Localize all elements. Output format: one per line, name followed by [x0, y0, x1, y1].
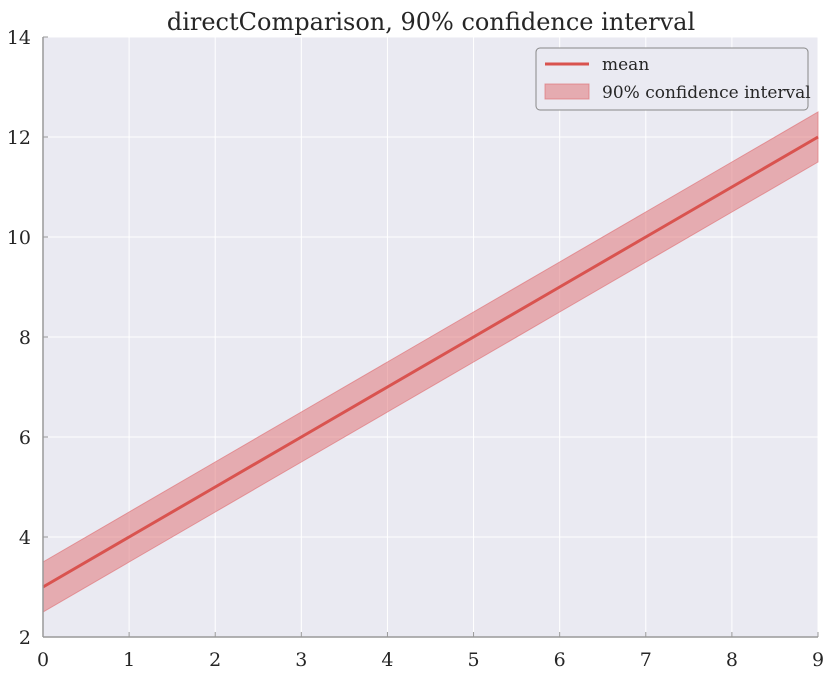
mean-line: [42, 135, 819, 589]
y-tick-label: 2: [19, 627, 31, 649]
x-tick-label: 8: [726, 649, 738, 671]
x-tick-label: 3: [295, 649, 307, 671]
y-tick-label: 6: [19, 427, 31, 449]
x-axis-ticks: 0 1 2 3 4 5 6 7 8 9: [37, 632, 824, 671]
legend-box: [535, 47, 809, 111]
series-lines: [42, 135, 819, 589]
x-tick-label: 4: [381, 649, 393, 671]
legend-ci-label: 90% confidence interval: [602, 83, 811, 103]
y-tick-label: 14: [7, 27, 31, 49]
y-tick-label: 4: [19, 527, 31, 549]
x-tick-label: 2: [209, 649, 221, 671]
x-tick-label: 6: [554, 649, 566, 671]
y-tick-label: 10: [7, 227, 31, 249]
legend-ci-swatch: [544, 83, 590, 100]
legend: mean 90% confidence interval: [535, 47, 811, 111]
x-tick-label: 9: [812, 649, 824, 671]
x-tick-label: 1: [123, 649, 135, 671]
y-axis-ticks: 2 4 6 8 10 12 14: [7, 27, 48, 649]
x-tick-label: 7: [640, 649, 652, 671]
legend-mean-label: mean: [602, 55, 649, 75]
y-tick-label: 12: [7, 127, 31, 149]
x-tick-label: 5: [468, 649, 480, 671]
chart-title: directComparison, 90% confidence interva…: [167, 8, 695, 36]
y-tick-label: 8: [19, 327, 31, 349]
x-tick-label: 0: [37, 649, 49, 671]
